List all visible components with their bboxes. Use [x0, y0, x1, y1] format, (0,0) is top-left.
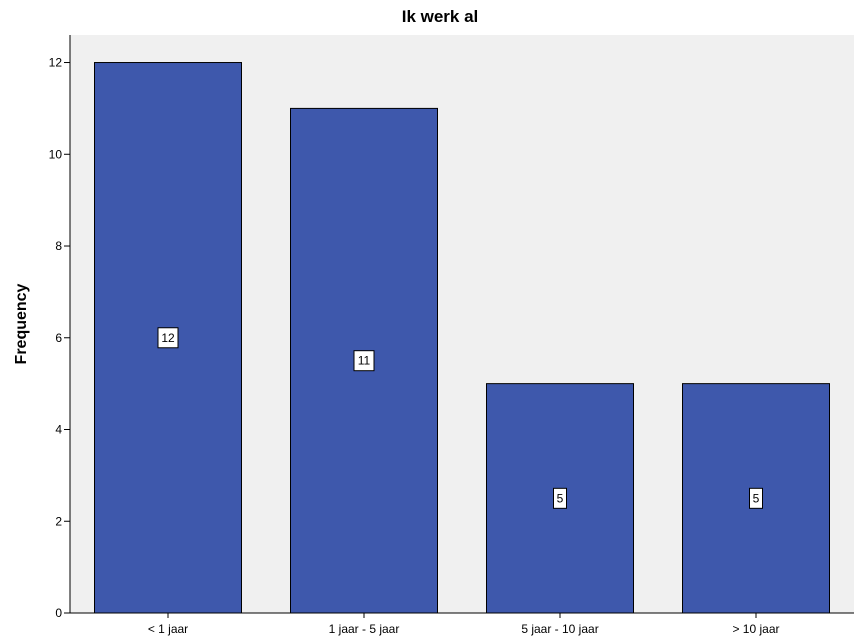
y-tick-label: 10 [49, 147, 63, 161]
y-tick-label: 2 [55, 514, 62, 528]
data-label: 11 [358, 354, 371, 368]
bars [94, 62, 830, 614]
x-axis: < 1 jaar 1 jaar - 5 jaar 5 jaar - 10 jaar >… [148, 613, 780, 636]
data-label-box [157, 327, 179, 349]
x-tick-label: 5 jaar - 10 jaar [521, 622, 598, 636]
chart-title: Ik werk al [402, 7, 479, 26]
y-tick-label: 4 [55, 423, 62, 437]
x-tick-label: < 1 jaar [148, 622, 188, 636]
data-labels: 12 11 5 5 [157, 327, 763, 509]
y-axis-label: Frequency [13, 283, 30, 364]
y-axis: 0 2 4 6 8 10 12 [49, 56, 70, 620]
data-label: 12 [161, 331, 175, 345]
y-tick-label: 0 [55, 606, 62, 620]
y-tick-label: 12 [49, 56, 63, 70]
y-tick-label: 6 [55, 331, 62, 345]
x-tick-label: > 10 jaar [732, 622, 779, 636]
data-label: 5 [753, 491, 760, 505]
data-label-box [553, 487, 567, 509]
data-label: 5 [557, 491, 564, 505]
x-tick-label: 1 jaar - 5 jaar [329, 622, 400, 636]
y-tick-label: 8 [55, 239, 62, 253]
data-label-box [353, 350, 375, 372]
data-label-box [749, 487, 763, 509]
